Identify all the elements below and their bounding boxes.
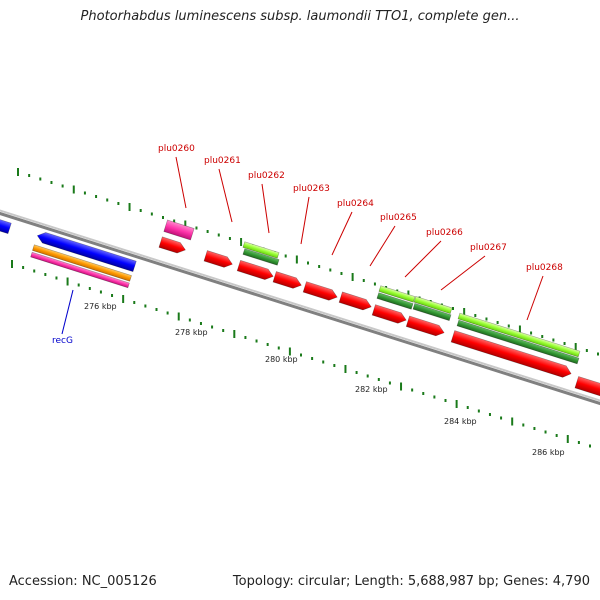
feature-darkgreen[interactable] (376, 292, 414, 310)
feature-lime[interactable] (378, 285, 416, 303)
gene-plu0267[interactable] (405, 315, 446, 338)
gene-plu0260[interactable] (158, 236, 187, 255)
leader-line (175, 156, 187, 209)
map-title: Photorhabdus luminescens subsp. laumondi… (80, 9, 520, 24)
ruler-label: 276 kbp (84, 302, 117, 311)
gene-recg[interactable] (36, 230, 137, 273)
gene-label[interactable]: plu0263 (293, 184, 330, 194)
leader-line (218, 168, 233, 223)
gene-plu0261[interactable] (203, 250, 234, 270)
gene-features (0, 217, 600, 398)
gene-plu0263[interactable] (272, 271, 303, 291)
gene-label[interactable]: plu0260 (158, 144, 195, 154)
ruler-label: 278 kbp (175, 328, 208, 337)
gene-plu0264[interactable] (302, 281, 339, 303)
feature-pink[interactable] (163, 219, 195, 241)
feature-pink[interactable] (30, 251, 130, 289)
feature-lime[interactable] (242, 241, 280, 259)
gene-plu0265[interactable] (338, 291, 373, 312)
gene-label[interactable]: plu0261 (204, 156, 241, 166)
leader-line (404, 240, 442, 278)
feature-lime[interactable] (413, 296, 453, 314)
feature-darkgreen[interactable] (242, 248, 280, 266)
label-leader-lines (61, 156, 544, 335)
gene-partial[interactable] (574, 376, 600, 398)
labels: 276 kbp 278 kbp 280 kbp 282 kbp 284 kbp 286 k… (52, 144, 565, 457)
leader-line (526, 275, 544, 321)
leader-line (61, 289, 74, 335)
ruler-label: 282 kbp (355, 385, 388, 394)
gene-plu0262[interactable] (236, 259, 275, 281)
gene-label[interactable]: plu0265 (380, 213, 417, 223)
leader-line (261, 183, 270, 234)
accession-label: Accession: NC_005126 (9, 574, 157, 589)
leader-line (440, 255, 486, 291)
genome-summary: Topology: circular; Length: 5,688,987 bp… (232, 574, 590, 589)
ruler-label: 284 kbp (444, 417, 477, 426)
feature-darkgreen[interactable] (456, 319, 580, 365)
leader-line (331, 211, 353, 256)
gene-label[interactable]: plu0268 (526, 263, 563, 273)
feature-lime[interactable] (457, 312, 581, 358)
gene-label[interactable]: plu0267 (470, 243, 507, 253)
feature-darkgreen[interactable] (412, 303, 452, 321)
gene-plu0268[interactable] (450, 330, 573, 380)
ruler-label: 286 kbp (532, 448, 565, 457)
genome-backbone (0, 209, 600, 406)
leader-line (300, 196, 310, 245)
gene-label[interactable]: plu0264 (337, 199, 374, 209)
leader-line (369, 225, 396, 267)
gene-plu0266[interactable] (371, 304, 408, 326)
feature-orange[interactable] (32, 244, 132, 282)
gene-reverse[interactable] (0, 217, 12, 235)
gene-label[interactable]: recG (52, 336, 73, 346)
gene-label[interactable]: plu0262 (248, 171, 285, 181)
ruler-label: 280 kbp (265, 355, 298, 364)
gene-label[interactable]: plu0266 (426, 228, 463, 238)
